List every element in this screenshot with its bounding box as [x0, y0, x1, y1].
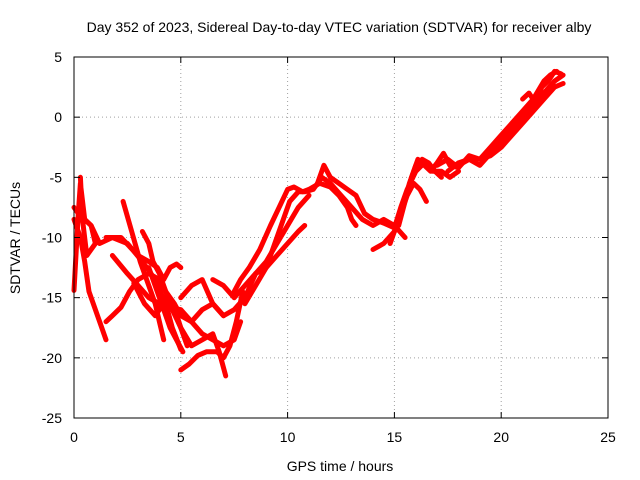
y-tick-label: -25 — [42, 410, 62, 426]
x-tick-label: 10 — [280, 429, 296, 445]
x-tick-label: 15 — [387, 429, 403, 445]
series-track-2 — [71, 216, 109, 343]
y-tick-label: 0 — [54, 109, 62, 125]
y-tick-label: -15 — [42, 290, 62, 306]
y-axis-ticks: -25 -20 -15 -10 -5 0 5 — [42, 49, 608, 426]
x-tick-label: 5 — [177, 429, 185, 445]
series-track-6 — [120, 198, 167, 343]
x-axis-label: GPS time / hours — [287, 458, 394, 474]
y-axis-label: SDTVAR / TECUs — [7, 182, 23, 294]
x-tick-label: 25 — [600, 429, 616, 445]
y-tick-label: 5 — [54, 49, 62, 65]
series-track-7 — [109, 253, 244, 349]
data-series — [71, 68, 566, 379]
series-track-10 — [146, 265, 186, 355]
x-tick-label: 20 — [493, 429, 509, 445]
series-track-23 — [520, 68, 564, 106]
series-track-11 — [178, 289, 246, 373]
series-track-9 — [139, 229, 190, 349]
y-tick-label: -5 — [50, 169, 63, 185]
series-track-12 — [178, 223, 308, 319]
series-track-22 — [456, 81, 566, 168]
y-tick-label: -10 — [42, 230, 62, 246]
x-tick-label: 0 — [70, 429, 78, 445]
y-tick-label: -20 — [42, 350, 62, 366]
x-axis-ticks: 0 5 10 15 20 25 — [70, 57, 616, 445]
series-track-13 — [210, 192, 312, 301]
chart-title: Day 352 of 2023, Sidereal Day-to-day VTE… — [87, 19, 592, 35]
